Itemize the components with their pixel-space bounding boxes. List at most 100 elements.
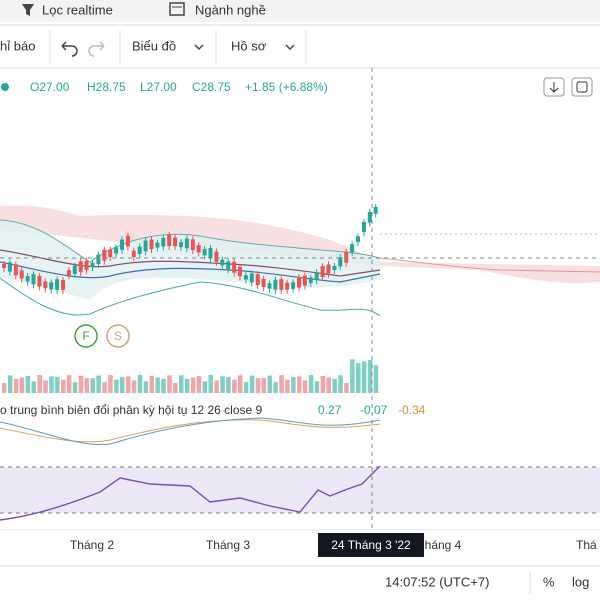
candle <box>238 266 242 277</box>
candle <box>155 242 160 248</box>
candle <box>297 276 301 288</box>
candle <box>350 244 355 253</box>
volume-bar <box>184 378 190 393</box>
volume-bar <box>114 379 119 393</box>
candle <box>332 265 337 271</box>
candle <box>31 274 36 285</box>
volume-bar <box>149 375 154 393</box>
candle <box>78 261 83 273</box>
candle <box>361 221 366 233</box>
volume-bar <box>31 381 36 393</box>
candle <box>131 250 136 257</box>
volume-bar <box>350 359 355 393</box>
volume-bar <box>202 381 208 393</box>
filter-icon <box>22 4 34 16</box>
band-lower <box>0 277 381 317</box>
candle <box>149 239 154 250</box>
profile-menu[interactable]: Hồ sơ <box>231 38 267 53</box>
candle <box>243 275 248 280</box>
candle <box>49 282 54 290</box>
rsi-line <box>0 465 381 521</box>
candle <box>72 265 77 275</box>
x-label: Tháng 3 <box>206 538 250 552</box>
volume-bar <box>43 380 48 393</box>
volume-bar <box>297 376 302 393</box>
candle <box>13 264 18 276</box>
volume-bar <box>208 375 213 393</box>
candle <box>320 266 325 278</box>
candle <box>261 278 266 288</box>
candle <box>214 251 219 262</box>
candle <box>173 237 178 247</box>
band-upper <box>0 219 381 263</box>
volume-bar <box>66 375 72 393</box>
candle <box>7 262 12 272</box>
candle <box>167 235 172 247</box>
chart-menu[interactable]: Biểu đồ <box>132 38 176 53</box>
volume-bar <box>120 376 125 393</box>
volume-bar <box>137 375 143 393</box>
candle <box>326 264 331 274</box>
icon <box>576 81 588 93</box>
moving-average <box>0 261 381 283</box>
volume-bar <box>214 380 219 393</box>
candle <box>55 279 60 290</box>
candle <box>249 273 254 283</box>
candle <box>96 254 101 265</box>
candle <box>137 246 142 254</box>
legend-change: +1.85 (+6.88%) <box>245 80 328 94</box>
candle <box>84 260 89 270</box>
percent-toggle[interactable]: % <box>543 574 555 589</box>
candle <box>66 270 71 276</box>
marker <box>106 324 130 348</box>
volume-bar <box>108 375 113 393</box>
volume-bar <box>220 376 225 393</box>
volume-bar <box>96 375 101 393</box>
log-toggle[interactable]: log <box>572 574 589 589</box>
fullscreen-button[interactable] <box>571 77 593 97</box>
x-label: Tháng 2 <box>70 538 114 552</box>
candle <box>43 281 48 289</box>
icon <box>549 82 559 93</box>
volume-bar <box>302 380 308 393</box>
candle <box>37 275 42 287</box>
volume-bar <box>367 359 373 393</box>
candle <box>102 249 107 261</box>
undo-button[interactable] <box>61 41 78 57</box>
volume-bar <box>19 377 25 393</box>
crosshair-label: 24 Tháng 3 '22 <box>331 538 411 552</box>
volume-bar <box>55 376 60 393</box>
candle <box>373 207 378 214</box>
indicators-button[interactable]: hỉ báo <box>0 38 35 53</box>
candle <box>344 251 349 263</box>
moving-average <box>0 249 381 277</box>
candle <box>2 264 6 268</box>
volume-bar <box>13 378 19 393</box>
candle <box>161 237 166 247</box>
candle <box>108 249 113 258</box>
volume-bar <box>90 378 95 393</box>
tab[interactable]: Ngành nghề <box>195 2 266 17</box>
candle <box>267 283 272 289</box>
legend-high: H28.75 <box>87 80 126 94</box>
volume-bar <box>261 378 267 393</box>
redo-button[interactable] <box>88 41 105 57</box>
candle <box>120 239 124 250</box>
volume-bar <box>238 375 243 393</box>
macd-line <box>0 417 381 446</box>
volume-bar <box>356 362 361 393</box>
tab[interactable]: Lọc realtime <box>42 2 113 17</box>
candle <box>232 261 237 273</box>
candle <box>143 240 148 252</box>
cloud-line <box>379 257 600 273</box>
volume-bar <box>320 375 326 393</box>
candle <box>226 261 231 270</box>
candle <box>291 282 296 289</box>
volume-bar <box>179 375 184 393</box>
candle <box>220 259 225 266</box>
candle <box>356 236 360 243</box>
volume-bar <box>196 375 202 393</box>
volume-bar <box>25 375 31 393</box>
volume-bar <box>37 375 42 393</box>
